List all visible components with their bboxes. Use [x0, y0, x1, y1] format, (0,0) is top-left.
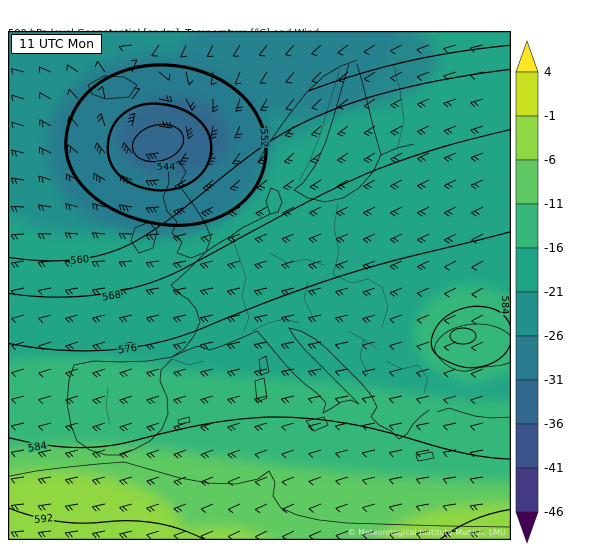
contour-label-576: 576: [117, 343, 137, 357]
contour-568: [8, 128, 511, 298]
contour-556: [307, 44, 511, 92]
colorbar-band: [515, 71, 539, 117]
colorbar-tick: -1: [544, 109, 556, 123]
contour-588-east: [449, 327, 477, 345]
temp-region-low-core: [117, 97, 229, 177]
weather-map-svg: 544 552 560 568 576 584 584 592: [8, 31, 511, 540]
colorbar: 4 -1 -6 -11 -16 -21 -26 -31 -36 -41 -46: [514, 40, 589, 552]
contour-label-584-east: 584: [499, 295, 510, 314]
colorbar-tick: -36: [544, 417, 564, 431]
colorbar-arrow-top: [515, 40, 539, 73]
wind-barb-glyphs: [10, 44, 484, 540]
contour-labels: 544 552 560 568 576 584 584 592: [26, 127, 511, 528]
contour-label-552: 552: [258, 128, 270, 147]
colorbar-tick: -41: [544, 461, 564, 475]
contour-544: [106, 102, 213, 192]
coastlines: [8, 59, 511, 528]
colorbar-tick: -21: [544, 285, 564, 299]
colorbar-band: [515, 203, 539, 249]
colorbar-band: [515, 423, 539, 469]
contour-label-544: 544: [156, 162, 175, 173]
temperature-fill-layer: [8, 31, 511, 540]
colorbar-tick: -46: [544, 505, 564, 519]
contour-label-568: 568: [101, 289, 122, 303]
temp-region-africa-east: [378, 504, 511, 540]
contour-inner-low: [131, 123, 185, 163]
colorbar-band: [515, 115, 539, 161]
colorbar-band: [515, 159, 539, 205]
contour-576: [8, 230, 511, 352]
time-label: 11 UTC Mon: [11, 34, 102, 54]
colorbar-band: [515, 247, 539, 293]
contour-588-south: [438, 508, 511, 540]
colorbar-tick: -6: [544, 153, 556, 167]
colorbar-tick: -11: [544, 197, 564, 211]
contour-label-592: 592: [34, 513, 54, 526]
wind-barbs: [10, 44, 484, 540]
map-frame: [8, 31, 511, 540]
contour-label-560: 560: [70, 254, 90, 267]
contour-label-584-west: 584: [27, 440, 48, 454]
colorbar-band: [515, 467, 539, 513]
map-area: 544 552 560 568 576 584 584 592 11 UTC M…: [8, 31, 511, 540]
contour-552: [64, 63, 268, 227]
contour-592: [8, 507, 208, 540]
colorbar-band: [515, 335, 539, 381]
copyright-text: © Meteorological Institute Munich, LMU: [347, 528, 506, 537]
contour-560: [8, 68, 511, 262]
coastline-path: [8, 59, 511, 528]
colorbar-tick: -31: [544, 373, 564, 387]
colorbar-arrow-bottom: [515, 511, 539, 544]
colorbar-svg: 4 -1 -6 -11 -16 -21 -26 -31 -36 -41 -46: [515, 40, 564, 544]
colorbar-band: [515, 379, 539, 425]
colorbar-tick: 4: [544, 65, 552, 79]
colorbar-tick: -26: [544, 329, 564, 343]
colorbar-tick: -16: [544, 241, 564, 255]
colorbar-band: [515, 291, 539, 337]
geopotential-contours: [8, 44, 511, 540]
temp-region-africa-west: [8, 471, 183, 540]
contour-584-west: [8, 416, 511, 460]
